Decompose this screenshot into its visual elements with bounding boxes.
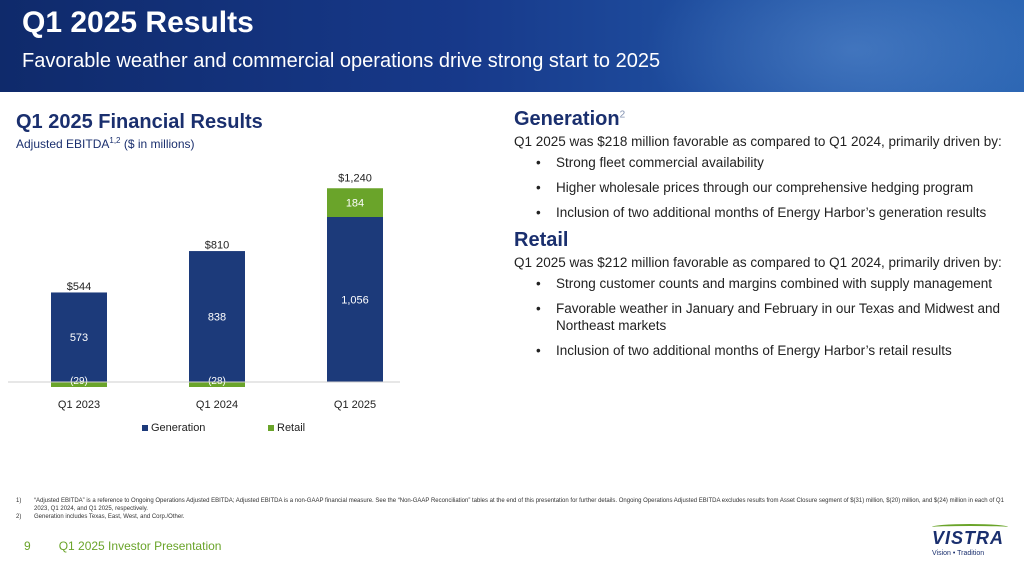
bar-generation (189, 251, 245, 382)
footnotes: 1) “Adjusted EBITDA” is a reference to On… (16, 497, 1016, 521)
bar-retail (327, 188, 383, 217)
retail-bullet: Inclusion of two additional months of En… (514, 342, 1014, 359)
footnote-number: 1) (16, 498, 22, 504)
header-banner: Q1 2025 Results Favorable weather and co… (0, 0, 1024, 92)
retail-bullet: Favorable weather in January and Februar… (514, 300, 1014, 334)
bar-total-label: $810 (205, 239, 229, 251)
footer: 9 Q1 2025 Investor Presentation (24, 539, 221, 553)
generation-bullet: Inclusion of two additional months of En… (514, 204, 1014, 221)
footnote-number: 2) (16, 514, 22, 520)
page-number: 9 (24, 539, 31, 553)
generation-bullets: Strong fleet commercial availability Hig… (514, 154, 1014, 221)
legend-swatch-generation (142, 425, 148, 431)
slide-title: Q1 2025 Results (22, 6, 254, 39)
generation-title: Generation2 (514, 108, 1014, 131)
retail-bullet: Strong customer counts and margins combi… (514, 275, 1014, 292)
generation-title-text: Generation (514, 108, 620, 130)
logo-word: VISTRA (932, 528, 1005, 548)
bar-label-generation: 1,056 (341, 295, 369, 307)
footnote-text: Generation includes Texas, East, West, a… (34, 514, 185, 520)
logo-tagline: Vision • Tradition (932, 550, 985, 557)
bar-total-label: $1,240 (338, 172, 372, 184)
bar-generation (327, 217, 383, 382)
x-tick-label: Q1 2024 (196, 399, 238, 411)
bar-retail (189, 382, 245, 387)
chart-title: Q1 2025 Financial Results (16, 111, 263, 133)
x-tick-label: Q1 2025 (334, 399, 376, 411)
chart-subtitle-sup: 1,2 (109, 136, 121, 145)
generation-text: Q1 2025 was $218 million favorable as co… (514, 134, 1002, 149)
chart-subtitle-main: Adjusted EBITDA (16, 137, 110, 151)
slide-subtitle: Favorable weather and commercial operati… (22, 50, 661, 72)
generation-bullet: Higher wholesale prices through our comp… (514, 179, 1014, 196)
bar-retail (51, 382, 107, 387)
legend-label-generation: Generation (151, 422, 205, 434)
vistra-logo: VISTRA Vision • Tradition (932, 524, 1012, 562)
bar-generation (51, 292, 107, 382)
retail-title: Retail (514, 229, 569, 251)
footnote: 1) “Adjusted EBITDA” is a reference to On… (16, 497, 1016, 513)
bar-label-generation: 838 (208, 312, 226, 324)
logo-swoosh (932, 524, 1008, 530)
footer-label: Q1 2025 Investor Presentation (58, 539, 222, 553)
bar-total-label: $544 (67, 281, 91, 293)
legend-swatch-retail (268, 425, 274, 431)
retail-bullets: Strong customer counts and margins combi… (514, 275, 1014, 359)
chart-subtitle-units: ($ in millions) (120, 137, 195, 151)
chart-subtitle: Adjusted EBITDA1,2 ($ in millions) (16, 136, 195, 151)
bar-label-generation: 573 (70, 332, 88, 344)
x-tick-label: Q1 2023 (58, 399, 100, 411)
bar-label-retail: 184 (346, 198, 364, 210)
generation-bullet: Strong fleet commercial availability (514, 154, 1014, 171)
legend-label-retail: Retail (277, 422, 305, 434)
commentary-panel: Generation2 Q1 2025 was $218 million fav… (514, 108, 1014, 367)
retail-text: Q1 2025 was $212 million favorable as co… (514, 255, 1002, 270)
footnote-text: “Adjusted EBITDA” is a reference to Ongo… (34, 498, 1004, 512)
footnote: 2) Generation includes Texas, East, West,… (16, 513, 1016, 521)
generation-title-sup: 2 (619, 109, 626, 121)
